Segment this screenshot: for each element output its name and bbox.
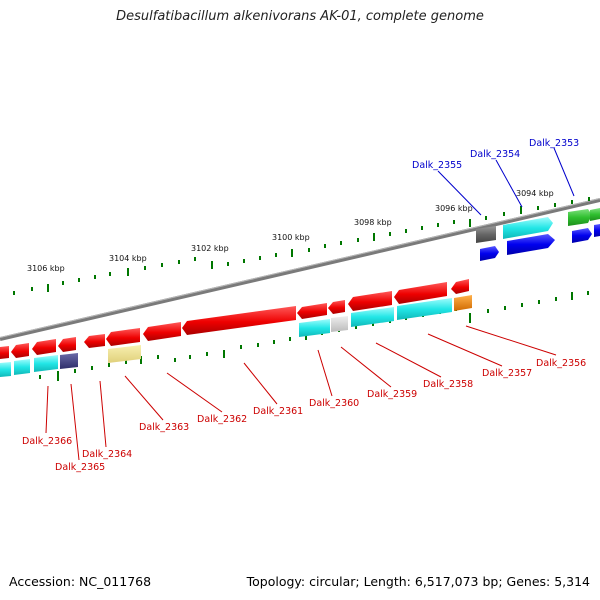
label-dalk-2362[interactable]: Dalk_2362 — [197, 414, 247, 425]
accession-text: Accession: NC_011768 — [9, 574, 152, 589]
scale-labels: 3106 kbp 3104 kbp 3102 kbp 3100 kbp 3098… — [27, 189, 554, 273]
label-dalk-2358[interactable]: Dalk_2358 — [423, 379, 473, 390]
label-dalk-2357[interactable]: Dalk_2357 — [482, 368, 532, 379]
gene-dalk-2359-arrow[interactable] — [328, 300, 345, 314]
genome-backbone — [0, 198, 600, 341]
gene-dalk-2364-arrow[interactable] — [84, 334, 105, 348]
forward-gene-labels: Dalk_2355 Dalk_2354 Dalk_2353 — [412, 138, 579, 171]
gene-dalk-2361-arrow[interactable] — [182, 306, 296, 335]
gene-dalk-2355-block[interactable] — [476, 226, 496, 243]
forward-strand-genes — [476, 208, 600, 261]
scale-tick-rail — [13, 197, 590, 295]
gene-dalk-2354-block[interactable] — [503, 217, 553, 239]
gene-dalk-2357-block[interactable] — [397, 298, 452, 320]
gene-dalk-2363-arrow[interactable] — [106, 328, 140, 346]
gene-dalk-2362-arrow[interactable] — [143, 322, 181, 341]
label-dalk-2354[interactable]: Dalk_2354 — [470, 149, 520, 160]
gene-dalk-2360-arrow[interactable] — [297, 303, 327, 319]
gene-dalk-2353-arrow[interactable] — [572, 228, 592, 243]
label-dalk-2365[interactable]: Dalk_2365 — [55, 462, 105, 473]
scale-label-3100: 3100 kbp — [272, 233, 310, 242]
gene-dalk-2356-arrow[interactable] — [451, 279, 469, 294]
scale-label-3102: 3102 kbp — [191, 244, 229, 253]
label-dalk-2364[interactable]: Dalk_2364 — [82, 449, 132, 460]
gene-dalk-2358-arrow[interactable] — [348, 291, 392, 311]
gene-dalk-2359-block[interactable] — [331, 316, 348, 332]
scale-label-3106: 3106 kbp — [27, 264, 65, 273]
gene-dalk-2365-block[interactable] — [60, 353, 78, 369]
reverse-strand-genes — [0, 279, 472, 377]
gene-dalk-2355-arrow[interactable] — [480, 246, 499, 261]
label-dalk-2359[interactable]: Dalk_2359 — [367, 389, 417, 400]
gene-dalk-2353-block[interactable] — [568, 209, 592, 226]
reverse-label-leaders — [45, 325, 557, 461]
genome-summary-text: Topology: circular; Length: 6,517,073 bp… — [246, 574, 590, 589]
forward-label-leaders — [437, 147, 575, 216]
page-title: Desulfatibacillum alkenivorans AK-01, co… — [116, 9, 484, 24]
label-dalk-2361[interactable]: Dalk_2361 — [253, 406, 303, 417]
gene-dalk-2354-arrow[interactable] — [507, 234, 555, 255]
gene-dalk-2358-block[interactable] — [351, 307, 394, 327]
scale-label-3094: 3094 kbp — [516, 189, 554, 198]
label-dalk-2360[interactable]: Dalk_2360 — [309, 398, 359, 409]
scale-label-3104: 3104 kbp — [109, 254, 147, 263]
label-dalk-2355[interactable]: Dalk_2355 — [412, 160, 462, 171]
label-dalk-2366[interactable]: Dalk_2366 — [22, 436, 72, 447]
label-dalk-2353[interactable]: Dalk_2353 — [529, 138, 579, 149]
scale-label-3098: 3098 kbp — [354, 218, 392, 227]
gene-dalk-2360-block[interactable] — [299, 319, 330, 337]
gene-dalk-2365-arrow[interactable] — [58, 337, 76, 352]
label-dalk-2363[interactable]: Dalk_2363 — [139, 422, 189, 433]
gene-dalk-2364-block[interactable] — [108, 345, 141, 363]
scale-label-3096: 3096 kbp — [435, 204, 473, 213]
label-dalk-2356[interactable]: Dalk_2356 — [536, 358, 586, 369]
gene-dalk-2356-block[interactable] — [454, 295, 472, 311]
gene-dalk-2357-arrow[interactable] — [394, 282, 447, 304]
gene-dalk-2366-arrow[interactable] — [32, 339, 56, 355]
reverse-gene-labels: Dalk_2366 Dalk_2365 Dalk_2364 Dalk_2363 … — [22, 358, 586, 473]
gene-dalk-2366-block[interactable] — [34, 355, 58, 372]
